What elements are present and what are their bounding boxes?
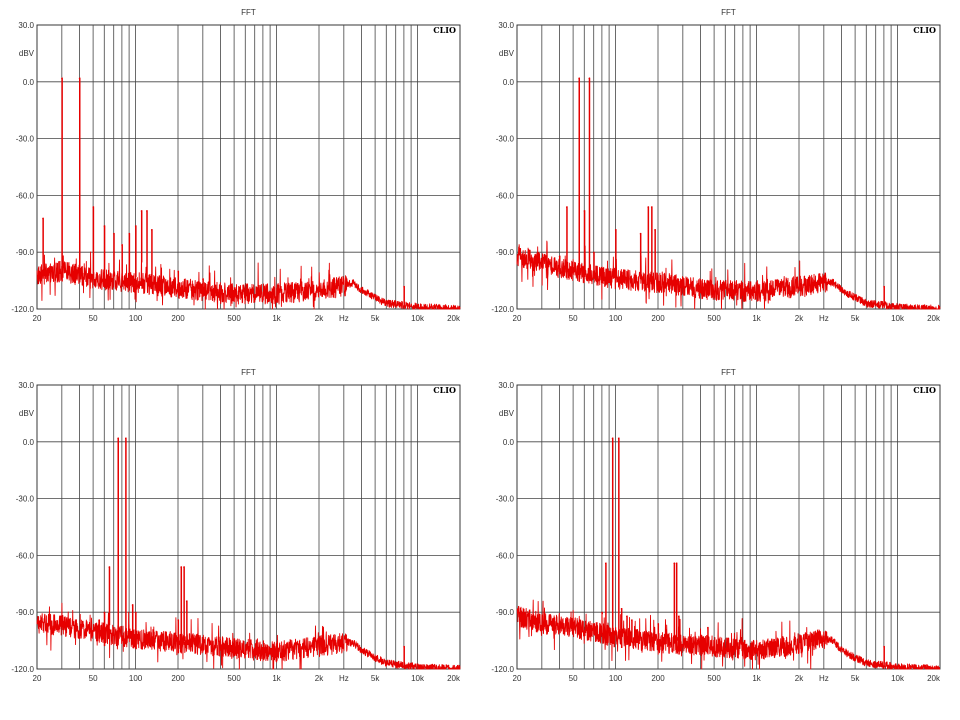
y-tick-label: 0.0 — [23, 78, 35, 87]
y-tick-label: -30.0 — [16, 135, 35, 144]
y-tick-label: 30.0 — [498, 21, 514, 30]
x-tick-label: 100 — [129, 674, 143, 683]
y-axis-label: dBV — [19, 49, 35, 58]
x-tick-label: 2k — [315, 314, 324, 323]
x-tick-label: Hz — [819, 314, 829, 323]
x-tick-label: 20 — [513, 674, 522, 683]
chart-title: FFT — [241, 368, 256, 377]
x-tick-label: 20 — [33, 674, 42, 683]
fft-chart-top-left: FFT CLIO 30.0 0.0 -30.0 -60.0 -90.0 -120.0 dBV 20… — [11, 8, 461, 323]
brand-label: CLIO — [913, 25, 936, 35]
chart-title: FFT — [241, 8, 256, 17]
x-tick-label: 5k — [851, 314, 860, 323]
x-tick-label: 20 — [513, 314, 522, 323]
plot-frame — [516, 384, 941, 670]
x-tick-label: 10k — [411, 674, 425, 683]
x-tick-label: 1k — [272, 674, 281, 683]
y-tick-label: 30.0 — [18, 21, 34, 30]
x-tick-label: 1k — [752, 674, 761, 683]
y-tick-label: -90.0 — [16, 608, 35, 617]
plot-frame — [36, 24, 461, 310]
y-tick-label: -90.0 — [496, 608, 515, 617]
x-tick-label: 200 — [651, 674, 665, 683]
x-tick-label: 20k — [447, 314, 461, 323]
y-tick-label: -60.0 — [496, 191, 515, 200]
x-tick-label: 5k — [371, 674, 380, 683]
fft-spectrum-trace — [516, 77, 941, 310]
x-tick-label: 200 — [171, 674, 185, 683]
x-tick-label: 1k — [752, 314, 761, 323]
fft-spectrum-trace — [516, 437, 941, 670]
y-tick-label: -120.0 — [11, 305, 34, 314]
y-tick-label: 30.0 — [498, 381, 514, 390]
chart-title: FFT — [721, 368, 736, 377]
x-tick-label: 500 — [227, 674, 241, 683]
x-tick-label: 500 — [227, 314, 241, 323]
x-tick-label: 50 — [89, 314, 98, 323]
y-tick-label: -120.0 — [491, 665, 514, 674]
x-tick-label: 10k — [891, 674, 905, 683]
y-tick-label: -60.0 — [16, 551, 35, 560]
brand-label: CLIO — [913, 385, 936, 395]
y-tick-label: -30.0 — [16, 495, 35, 504]
y-tick-label: -30.0 — [496, 495, 515, 504]
brand-label: CLIO — [433, 25, 456, 35]
x-tick-label: 500 — [707, 314, 721, 323]
x-tick-label: 20k — [927, 314, 941, 323]
x-tick-label: 200 — [171, 314, 185, 323]
x-tick-label: 100 — [609, 314, 623, 323]
x-tick-label: 10k — [411, 314, 425, 323]
x-tick-label: 2k — [795, 314, 804, 323]
y-tick-label: -90.0 — [496, 248, 515, 257]
x-tick-label: 10k — [891, 314, 905, 323]
x-tick-label: 50 — [89, 674, 98, 683]
fft-chart-top-right: FFT CLIO 30.0 0.0 -30.0 -60.0 -90.0 -120.0 dBV 20… — [491, 8, 941, 323]
y-tick-label: 0.0 — [23, 438, 35, 447]
fft-chart-bottom-left: FFT CLIO 30.0 0.0 -30.0 -60.0 -90.0 -120.0 dBV 20… — [11, 368, 461, 683]
plot-frame — [516, 24, 941, 310]
y-tick-label: -90.0 — [16, 248, 35, 257]
y-tick-label: -30.0 — [496, 135, 515, 144]
y-tick-label: 30.0 — [18, 381, 34, 390]
plot-frame — [36, 384, 461, 670]
y-tick-label: -120.0 — [491, 305, 514, 314]
x-tick-label: Hz — [339, 674, 349, 683]
x-tick-label: 2k — [795, 674, 804, 683]
chart-title: FFT — [721, 8, 736, 17]
x-tick-label: 20k — [927, 674, 941, 683]
y-tick-label: -60.0 — [496, 551, 515, 560]
x-tick-label: 100 — [609, 674, 623, 683]
y-tick-label: 0.0 — [503, 78, 515, 87]
x-tick-label: 50 — [569, 674, 578, 683]
fft-spectrum-trace — [36, 77, 461, 310]
x-tick-label: 5k — [851, 674, 860, 683]
x-tick-label: 5k — [371, 314, 380, 323]
fft-spectrum-trace — [36, 437, 461, 670]
x-tick-label: 200 — [651, 314, 665, 323]
y-tick-label: -60.0 — [16, 191, 35, 200]
y-tick-label: -120.0 — [11, 665, 34, 674]
fft-chart-bottom-right: FFT CLIO 30.0 0.0 -30.0 -60.0 -90.0 -120.0 dBV 20… — [491, 368, 941, 683]
x-tick-label: Hz — [819, 674, 829, 683]
x-tick-label: 20 — [33, 314, 42, 323]
y-axis-label: dBV — [499, 409, 515, 418]
y-axis-label: dBV — [499, 49, 515, 58]
x-tick-label: 500 — [707, 674, 721, 683]
y-tick-label: 0.0 — [503, 438, 515, 447]
y-axis-label: dBV — [19, 409, 35, 418]
x-tick-label: Hz — [339, 314, 349, 323]
brand-label: CLIO — [433, 385, 456, 395]
x-tick-label: 100 — [129, 314, 143, 323]
x-tick-label: 50 — [569, 314, 578, 323]
x-tick-label: 1k — [272, 314, 281, 323]
x-tick-label: 20k — [447, 674, 461, 683]
x-tick-label: 2k — [315, 674, 324, 683]
